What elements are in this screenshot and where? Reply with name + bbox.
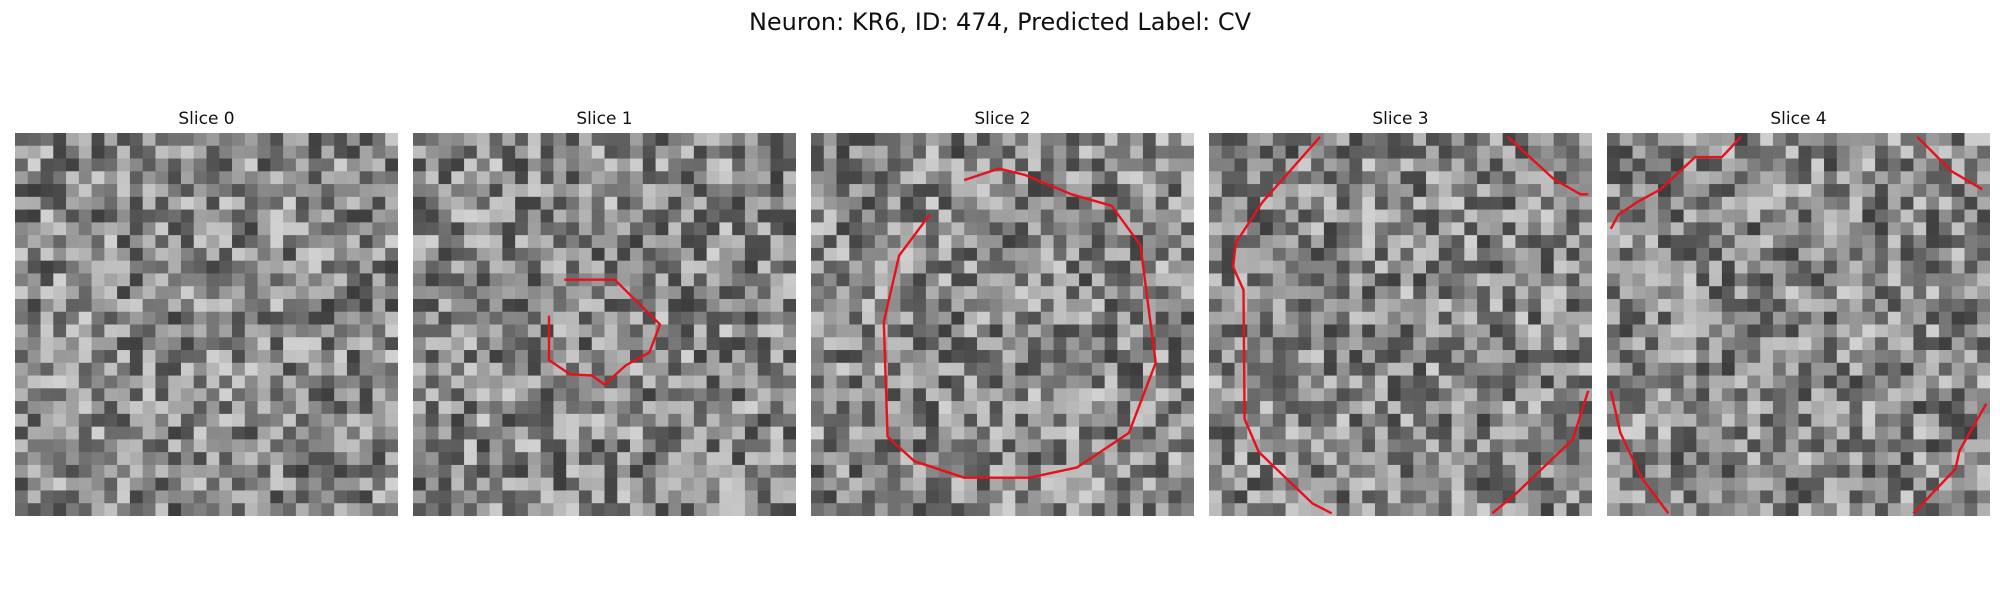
slice-image-4 [1607,133,1990,516]
contour-line-2 [1491,390,1590,515]
slice-title: Slice 4 [1770,109,1827,129]
contour-line-0 [1609,135,1742,230]
slice-panel-4: Slice 4 [1607,108,1990,516]
figure-title: Neuron: KR6, ID: 474, Predicted Label: C… [748,8,1252,36]
slice-image-1 [413,133,796,516]
slice-panel-1: Slice 1 [413,108,796,516]
slice-title: Slice 0 [178,109,235,129]
slice-image-2 [811,133,1194,516]
slice-panel-2: Slice 2 [811,108,1194,516]
contour-line-0 [882,167,1157,479]
slice-title: Slice 1 [576,109,633,129]
contour-line-1 [1916,135,1983,191]
contour-line-0 [547,278,662,386]
contour-line-0 [1231,136,1333,515]
slice-panel-3: Slice 3 [1209,108,1592,516]
slice-title: Slice 3 [1372,109,1429,129]
contour-line-3 [1912,403,1988,515]
slice-title: Slice 2 [974,109,1031,129]
slice-image-3 [1209,133,1592,516]
slice-panel-0: Slice 0 [15,108,398,516]
slice-image-0 [15,133,398,516]
contour-line-1 [1506,135,1589,196]
contour-line-2 [1609,390,1670,515]
